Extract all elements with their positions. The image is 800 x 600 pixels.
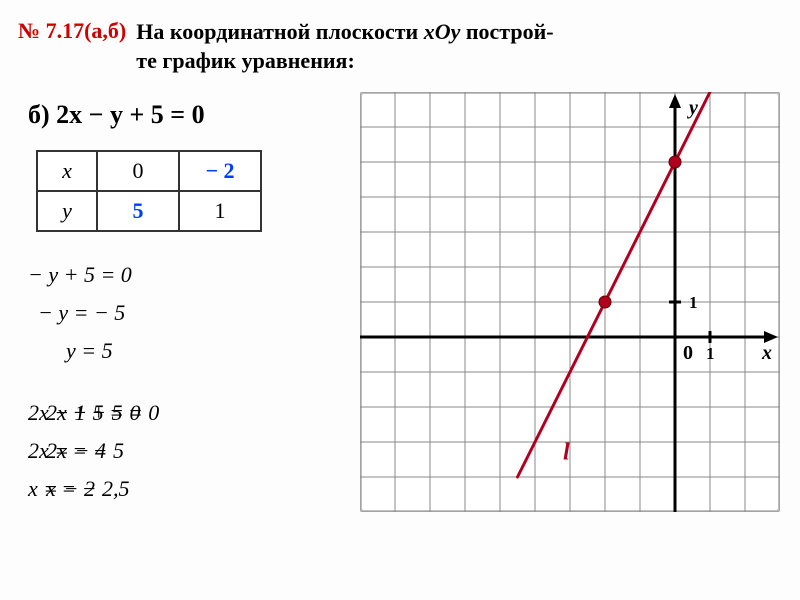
th-x: x (37, 151, 97, 191)
pt-2: те график уравнения: (136, 48, 355, 73)
cell-xm2: − 2 (179, 151, 261, 191)
svg-text:1: 1 (689, 293, 698, 312)
equation-b: б) 2x − y + 5 = 0 (28, 100, 205, 130)
ov1b: 2x + 5 = 0 (46, 400, 140, 426)
svg-text:y: y (687, 97, 698, 119)
cell-x0: 0 (97, 151, 179, 191)
ov3b: x = − 2,5 (46, 476, 129, 502)
work-line-3: y = 5 (66, 338, 113, 364)
th-y: y (37, 191, 97, 231)
cell-y1: 1 (179, 191, 261, 231)
svg-text:x: x (761, 342, 772, 364)
work-line-1: − y + 5 = 0 (28, 262, 132, 288)
svg-text:0: 0 (683, 342, 693, 364)
table-row: y 5 1 (37, 191, 261, 231)
coordinate-chart: yx011l (360, 92, 780, 512)
pt-1: На координатной плоскости (136, 19, 423, 44)
table-row: x 0 − 2 (37, 151, 261, 191)
pt-1e: построй- (460, 19, 553, 44)
problem-number: № 7.17(а,б) (18, 18, 126, 44)
xy-table: x 0 − 2 y 5 1 (36, 150, 262, 232)
svg-text:l: l (563, 440, 570, 466)
ov2b: 2x = − 5 (46, 438, 124, 464)
problem-text: На координатной плоскости xOy построй- т… (136, 18, 553, 75)
cell-y5: 5 (97, 191, 179, 231)
pt-xoy: xOy (424, 19, 461, 44)
svg-text:1: 1 (706, 344, 715, 363)
work-line-2: − y = − 5 (38, 300, 125, 326)
